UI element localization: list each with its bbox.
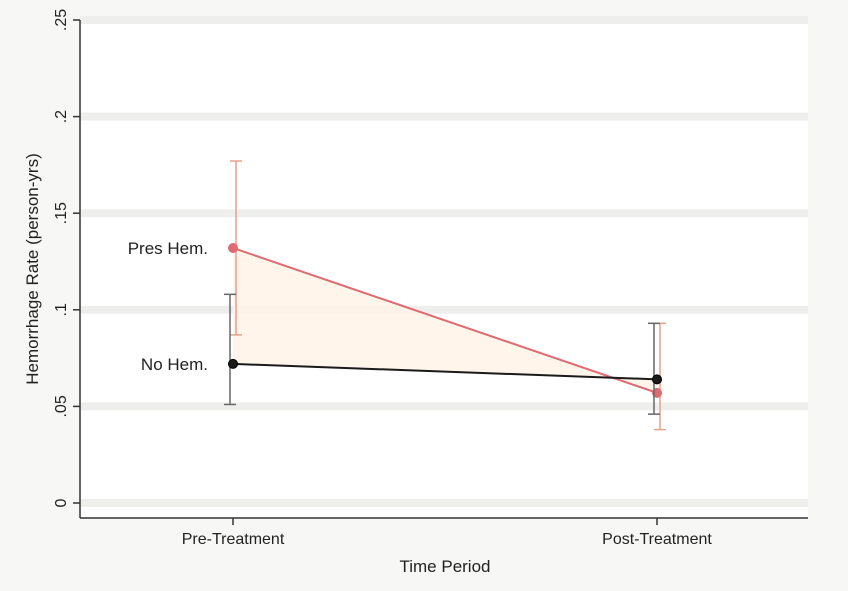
x-axis-title: Time Period: [399, 557, 490, 576]
y-tick-label: 0: [53, 498, 70, 507]
y-tick-label: .05: [53, 395, 70, 417]
grid-line: [80, 402, 808, 411]
series-label: No Hem.: [141, 355, 208, 374]
grid-line: [80, 112, 808, 121]
y-ticks: 0 .05 .1 .15 .2 .25: [53, 9, 80, 507]
grid-line: [80, 16, 808, 24]
data-point: [228, 242, 238, 253]
data-point: [228, 358, 238, 369]
grid-lines: [80, 16, 808, 507]
y-tick-label: .1: [53, 303, 70, 316]
y-axis-title: Hemorrhage Rate (person-yrs): [23, 153, 42, 384]
grid-line: [80, 499, 808, 507]
series-line: [232, 362, 658, 381]
data-point: [652, 374, 662, 385]
y-tick-label: .15: [53, 202, 70, 224]
plot-background: [80, 20, 808, 518]
x-ticks: Pre-Treatment Post-Treatment: [182, 518, 712, 548]
grid-line: [80, 209, 808, 218]
y-tick-label: .2: [53, 110, 70, 123]
x-tick-label: Post-Treatment: [602, 531, 712, 548]
x-tick-label: Pre-Treatment: [182, 531, 285, 548]
y-tick-label: .25: [53, 9, 70, 31]
grid-line: [80, 305, 808, 314]
series-layer: Pres Hem. No Hem.: [128, 160, 666, 431]
series-line: [232, 247, 658, 394]
series-label: Pres Hem.: [128, 239, 208, 258]
